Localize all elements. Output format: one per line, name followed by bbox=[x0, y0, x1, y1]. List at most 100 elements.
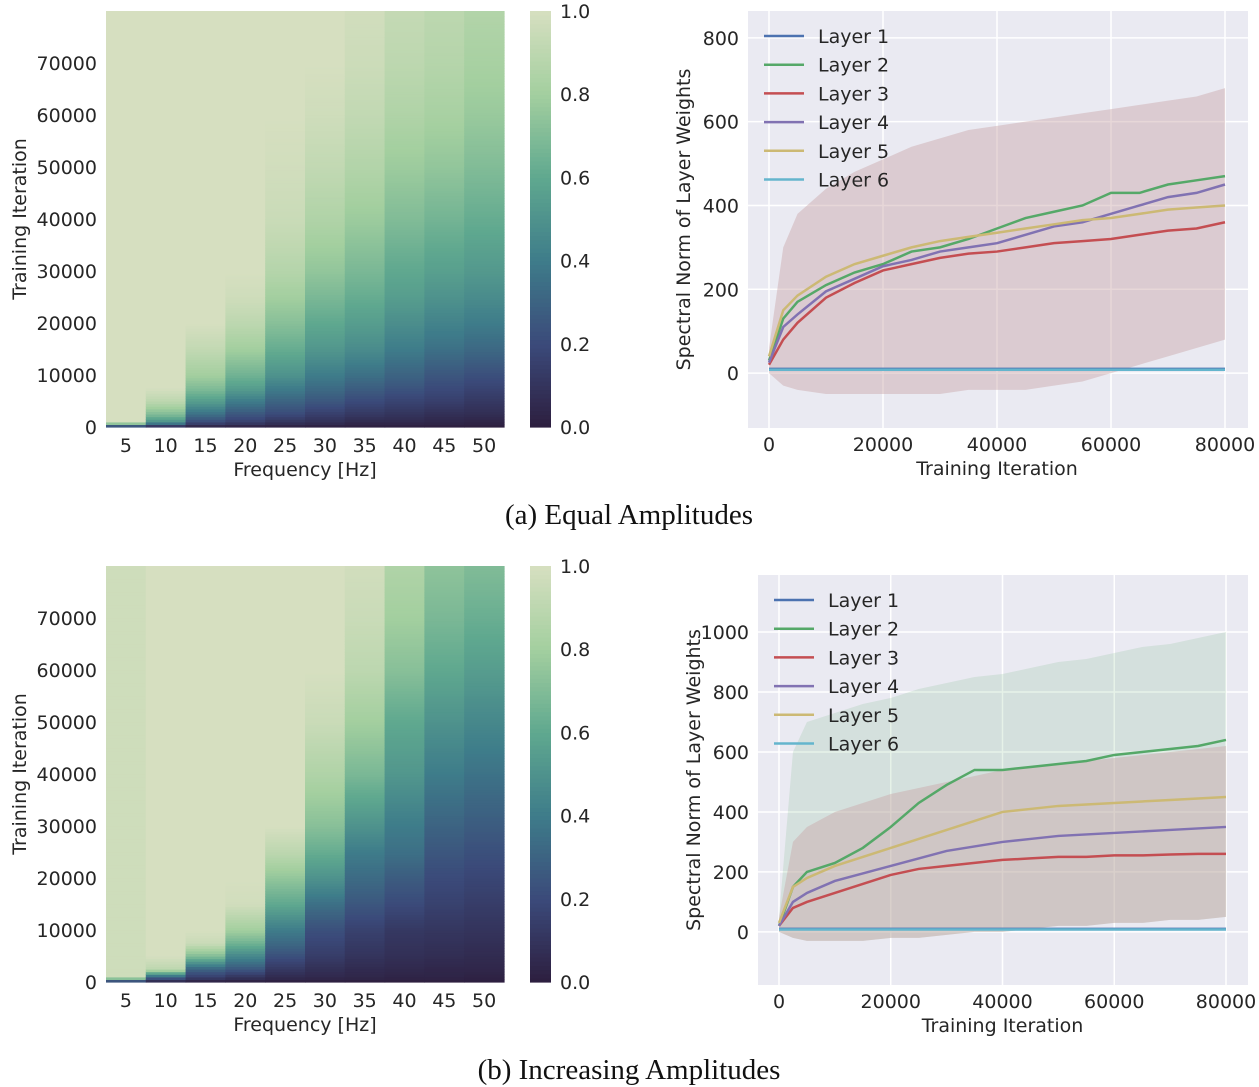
heatmap-cell bbox=[265, 346, 306, 350]
heatmap-cell bbox=[265, 68, 306, 72]
heatmap-cell bbox=[464, 68, 505, 72]
heatmap-cell bbox=[225, 91, 266, 95]
heatmap-cell bbox=[344, 618, 386, 622]
colorbar-segment bbox=[530, 653, 551, 659]
heatmap-cell bbox=[384, 828, 425, 832]
heatmap-cell bbox=[344, 826, 386, 830]
heatmap-cell bbox=[305, 844, 346, 848]
heatmap-cell bbox=[225, 271, 266, 275]
heatmap-cell bbox=[106, 893, 147, 897]
heatmap-cell bbox=[185, 937, 226, 941]
heatmap-cell bbox=[145, 761, 187, 765]
heatmap-cell bbox=[265, 701, 306, 705]
heatmap-cell bbox=[424, 828, 465, 832]
heatmap-cell bbox=[384, 893, 425, 897]
heatmap-cell bbox=[145, 950, 187, 954]
heatmap-cell bbox=[265, 73, 306, 77]
heatmap-cell bbox=[185, 151, 226, 155]
heatmap-cell bbox=[225, 599, 266, 603]
heatmap-cell bbox=[145, 281, 187, 285]
heatmap-cell bbox=[305, 216, 346, 220]
colorbar-segment bbox=[530, 786, 551, 792]
heatmap-cell bbox=[424, 943, 465, 947]
heatmap-cell bbox=[305, 690, 346, 694]
heatmap-cell bbox=[344, 24, 386, 28]
heatmap-cell bbox=[145, 703, 187, 707]
heatmap-cell bbox=[464, 896, 505, 900]
heatmap-cell bbox=[225, 385, 266, 389]
heatmap-cell bbox=[225, 338, 266, 342]
heatmap-cell bbox=[265, 958, 306, 962]
heatmap-cell bbox=[145, 719, 187, 723]
heatmap-cell bbox=[424, 31, 465, 35]
heatmap-cell bbox=[344, 870, 386, 874]
heatmap-cell bbox=[424, 592, 465, 596]
heatmap-cell bbox=[305, 229, 346, 233]
heatmap-cell bbox=[344, 631, 386, 635]
heatmap-cell bbox=[265, 566, 306, 570]
heatmap-cell bbox=[384, 380, 425, 384]
heatmap-cell bbox=[225, 672, 266, 676]
heatmap-cell bbox=[424, 893, 465, 897]
heatmap-cell bbox=[225, 421, 266, 425]
heatmap-cell bbox=[344, 768, 386, 772]
heatmap-cell bbox=[106, 706, 147, 710]
heatmap-cell bbox=[464, 906, 505, 910]
x-tick-label: 45 bbox=[432, 435, 456, 457]
heatmap-cell bbox=[384, 42, 425, 46]
heatmap-cell bbox=[464, 247, 505, 251]
heatmap-cell bbox=[106, 703, 147, 707]
heatmap-cell bbox=[464, 597, 505, 601]
heatmap-cell bbox=[185, 657, 226, 661]
heatmap-cell bbox=[384, 221, 425, 225]
heatmap-cell bbox=[464, 154, 505, 158]
heatmap-cell bbox=[225, 159, 266, 163]
heatmap-cell bbox=[464, 385, 505, 389]
heatmap-cell bbox=[265, 625, 306, 629]
heatmap-cell bbox=[145, 237, 187, 241]
heatmap-cell bbox=[185, 260, 226, 264]
heatmap-cell bbox=[145, 568, 187, 572]
heatmap-cell bbox=[185, 203, 226, 207]
heatmap-cell bbox=[464, 807, 505, 811]
heatmap-cell bbox=[106, 424, 147, 428]
heatmap-cell bbox=[344, 891, 386, 895]
colorbar-segment bbox=[530, 798, 551, 804]
heatmap-cell bbox=[424, 325, 465, 329]
heatmap-cell bbox=[185, 284, 226, 288]
heatmap-cell bbox=[384, 690, 425, 694]
heatmap-cell bbox=[106, 146, 147, 150]
heatmap-cell bbox=[265, 761, 306, 765]
heatmap-cell bbox=[384, 341, 425, 345]
y-axis-label: Spectral Norm of Layer Weights bbox=[673, 69, 695, 371]
heatmap-cell bbox=[344, 579, 386, 583]
heatmap-cell bbox=[225, 664, 266, 668]
heatmap-cell bbox=[106, 664, 147, 668]
heatmap-cell bbox=[106, 130, 147, 134]
heatmap-cell bbox=[424, 276, 465, 280]
heatmap-cell bbox=[225, 401, 266, 405]
colorbar-segment bbox=[530, 803, 551, 808]
heatmap-cell bbox=[305, 940, 346, 944]
heatmap-cell bbox=[106, 325, 147, 329]
heatmap-cell bbox=[464, 211, 505, 215]
colorbar-segment bbox=[530, 148, 551, 154]
heatmap-cell bbox=[344, 393, 386, 397]
heatmap-cell bbox=[225, 823, 266, 827]
heatmap-cell bbox=[145, 633, 187, 637]
series-line bbox=[777, 825, 1227, 927]
heatmap-cell bbox=[384, 265, 425, 269]
heatmap-cell bbox=[424, 375, 465, 379]
heatmap-cell bbox=[305, 297, 346, 301]
heatmap-cell bbox=[106, 584, 147, 588]
heatmap-cell bbox=[424, 216, 465, 220]
heatmap-cell bbox=[185, 922, 226, 926]
heatmap-cell bbox=[106, 86, 147, 90]
heatmap-cell bbox=[424, 651, 465, 655]
heatmap-cell bbox=[106, 354, 147, 358]
heatmap-cell bbox=[424, 356, 465, 360]
heatmap-cell bbox=[344, 328, 386, 332]
heatmap-cell bbox=[424, 709, 465, 713]
